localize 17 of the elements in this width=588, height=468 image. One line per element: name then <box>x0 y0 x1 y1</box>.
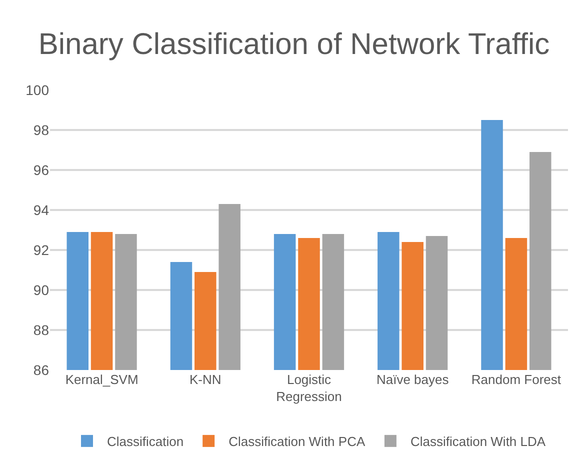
y-tick-label: 92 <box>33 242 50 258</box>
y-tick-label: 100 <box>26 82 50 98</box>
x-tick-label: Logistic Regression <box>276 372 342 404</box>
y-tick-label: 90 <box>33 282 50 298</box>
x-tick-label: Random Forest <box>471 372 562 387</box>
legend-label: Classification With PCA <box>228 434 366 450</box>
x-tick-label: Naïve bayes <box>376 372 450 387</box>
legend-label: Classification With LDA <box>410 434 546 450</box>
y-tick-label: 96 <box>33 162 50 178</box>
y-tick-label: 94 <box>33 202 50 218</box>
y-tick-label: 98 <box>33 122 50 138</box>
x-tick-label: Kernal_SVM <box>65 372 138 387</box>
chart-title: Binary Classification of Network Traffic <box>38 28 550 61</box>
legend-label: Classification <box>107 434 184 450</box>
x-tick-label: K-NN <box>190 372 222 387</box>
y-tick-label: 86 <box>33 362 50 378</box>
y-tick-label: 88 <box>33 322 50 338</box>
